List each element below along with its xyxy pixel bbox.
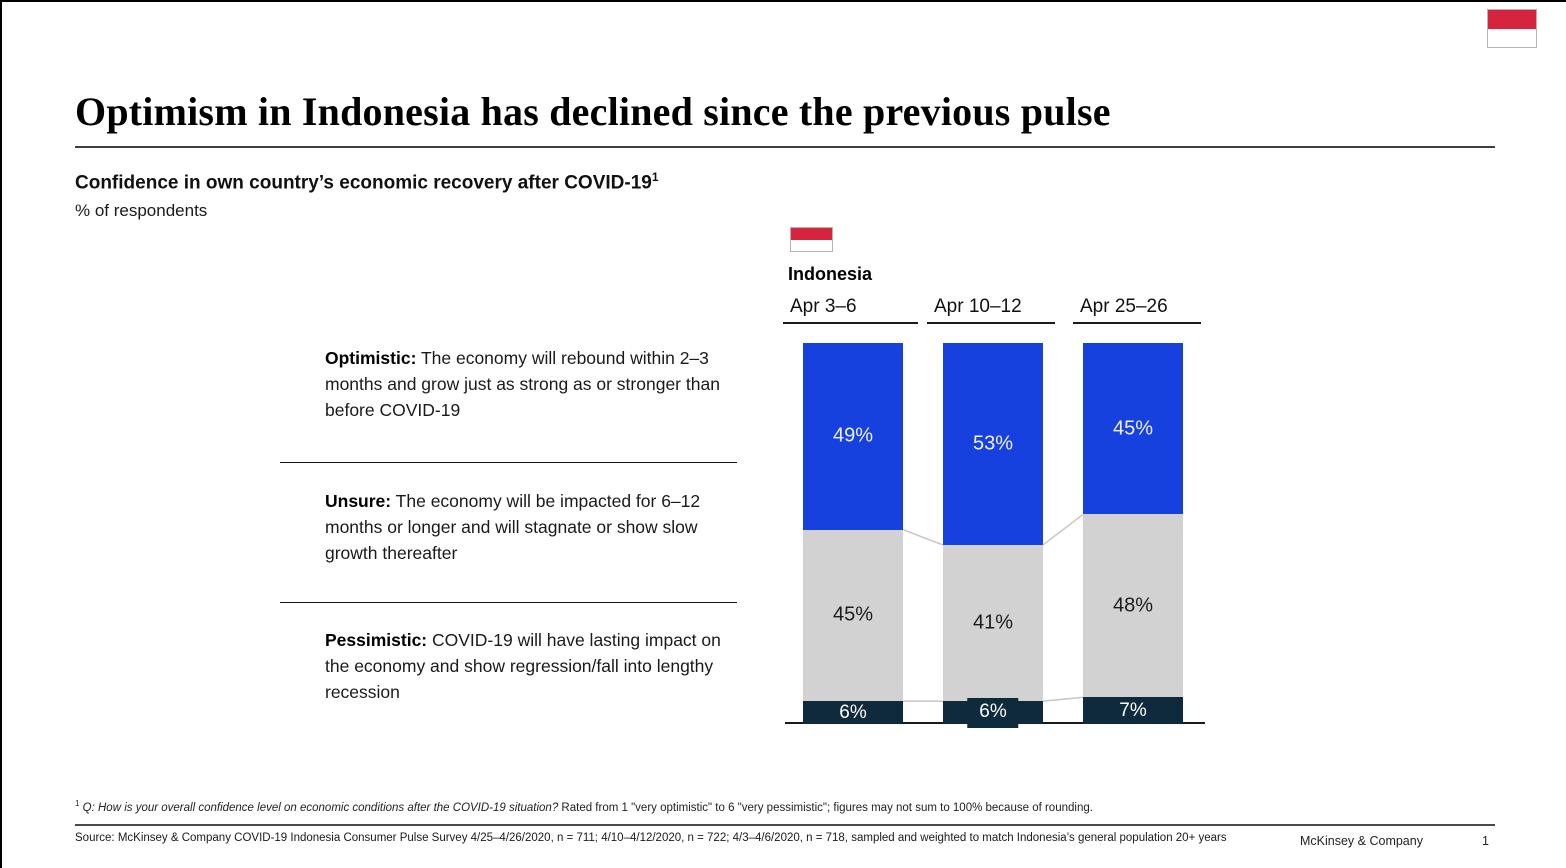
unsure-swatch-icon — [280, 490, 302, 512]
bar-segment-unsure: 48% — [1083, 514, 1183, 698]
country-label: Indonesia — [788, 264, 873, 284]
title-divider — [75, 146, 1495, 148]
column-header-apr25-26: Apr 25–26 — [1073, 296, 1201, 324]
bar-value-label: 6% — [967, 697, 1019, 728]
pessimistic-swatch-icon — [280, 629, 302, 651]
stacked-bar-chart: 49% 45% 6% 53% 41% 6% 45% 48% 7% — [785, 343, 1205, 728]
legend-description: The economy will rebound within 2–3 mont… — [325, 348, 720, 420]
bar-value-label: 41% — [972, 611, 1014, 634]
chart-title: Confidence in own country’s economic rec… — [75, 170, 659, 194]
indonesia-flag-icon — [1487, 9, 1537, 48]
legend-label: Pessimistic: — [325, 630, 428, 650]
legend-description: The economy will be impacted for 6–12 mo… — [325, 491, 701, 563]
flag-white-band — [791, 239, 832, 251]
footnote-marker: 1 — [651, 170, 659, 184]
bar-segment-optimistic: 45% — [1083, 343, 1183, 515]
bar-segment-optimistic: 49% — [803, 343, 903, 530]
indonesia-flag-icon — [790, 227, 833, 252]
bar-segment-unsure: 41% — [943, 544, 1043, 702]
legend-item-unsure: Unsure: The economy will be impacted for… — [280, 488, 738, 566]
legend-description: COVID-19 will have lasting impact on the… — [325, 630, 721, 702]
legend-text: Unsure: The economy will be impacted for… — [325, 488, 725, 566]
flag-white-band — [1488, 28, 1536, 47]
legend-label: Unsure: — [325, 491, 392, 511]
page-title: Optimism in Indonesia has declined since… — [75, 89, 1111, 134]
bar-segment-pessimistic: 6% — [943, 697, 1043, 728]
legend-divider — [280, 462, 737, 463]
bar-value-label: 45% — [1112, 417, 1154, 440]
footnote-marker: 1 — [75, 799, 80, 808]
bar-apr25-26: 45% 48% 7% — [1083, 343, 1183, 724]
brand-label: McKinsey & Company — [1300, 834, 1423, 848]
footer-divider — [75, 824, 1495, 826]
legend-item-optimistic: Optimistic: The economy will rebound wit… — [280, 345, 738, 423]
legend-text: Pessimistic: COVID-19 will have lasting … — [325, 627, 725, 705]
bar-value-label: 53% — [972, 432, 1014, 455]
optimistic-swatch-icon — [280, 347, 302, 369]
bar-segment-pessimistic: 6% — [803, 701, 903, 724]
bar-value-label: 7% — [1119, 699, 1147, 721]
column-header-apr3-6: Apr 3–6 — [783, 296, 918, 324]
legend-divider — [280, 602, 737, 603]
bar-value-label: 45% — [832, 603, 874, 626]
bar-apr3-6: 49% 45% 6% — [803, 343, 903, 724]
bar-value-label: 49% — [832, 424, 874, 447]
unit-label: % of respondents — [75, 201, 208, 220]
flag-red-band — [1488, 10, 1536, 29]
bar-value-label: 48% — [1112, 594, 1154, 617]
legend-item-pessimistic: Pessimistic: COVID-19 will have lasting … — [280, 627, 738, 705]
footnote-rest: Rated from 1 "very optimistic" to 6 "ver… — [558, 801, 1093, 814]
bar-segment-optimistic: 53% — [943, 343, 1043, 545]
bar-segment-unsure: 45% — [803, 529, 903, 702]
column-header-apr10-12: Apr 10–12 — [927, 296, 1055, 324]
bar-segment-pessimistic: 7% — [1083, 697, 1183, 724]
bar-value-label: 6% — [839, 701, 867, 723]
footnote-question: Q: How is your overall confidence level … — [82, 801, 559, 814]
segment-connector-lines — [902, 513, 1084, 702]
footnote: 1 Q: How is your overall confidence leve… — [75, 797, 1245, 815]
legend-text: Optimistic: The economy will rebound wit… — [325, 345, 725, 423]
page-number: 1 — [1482, 834, 1489, 848]
legend-label: Optimistic: — [325, 348, 417, 368]
flag-red-band — [791, 228, 832, 240]
bar-apr10-12: 53% 41% 6% — [943, 343, 1043, 728]
chart-title-text: Confidence in own country’s economic rec… — [75, 172, 652, 194]
source-note: Source: McKinsey & Company COVID-19 Indo… — [75, 832, 1227, 844]
